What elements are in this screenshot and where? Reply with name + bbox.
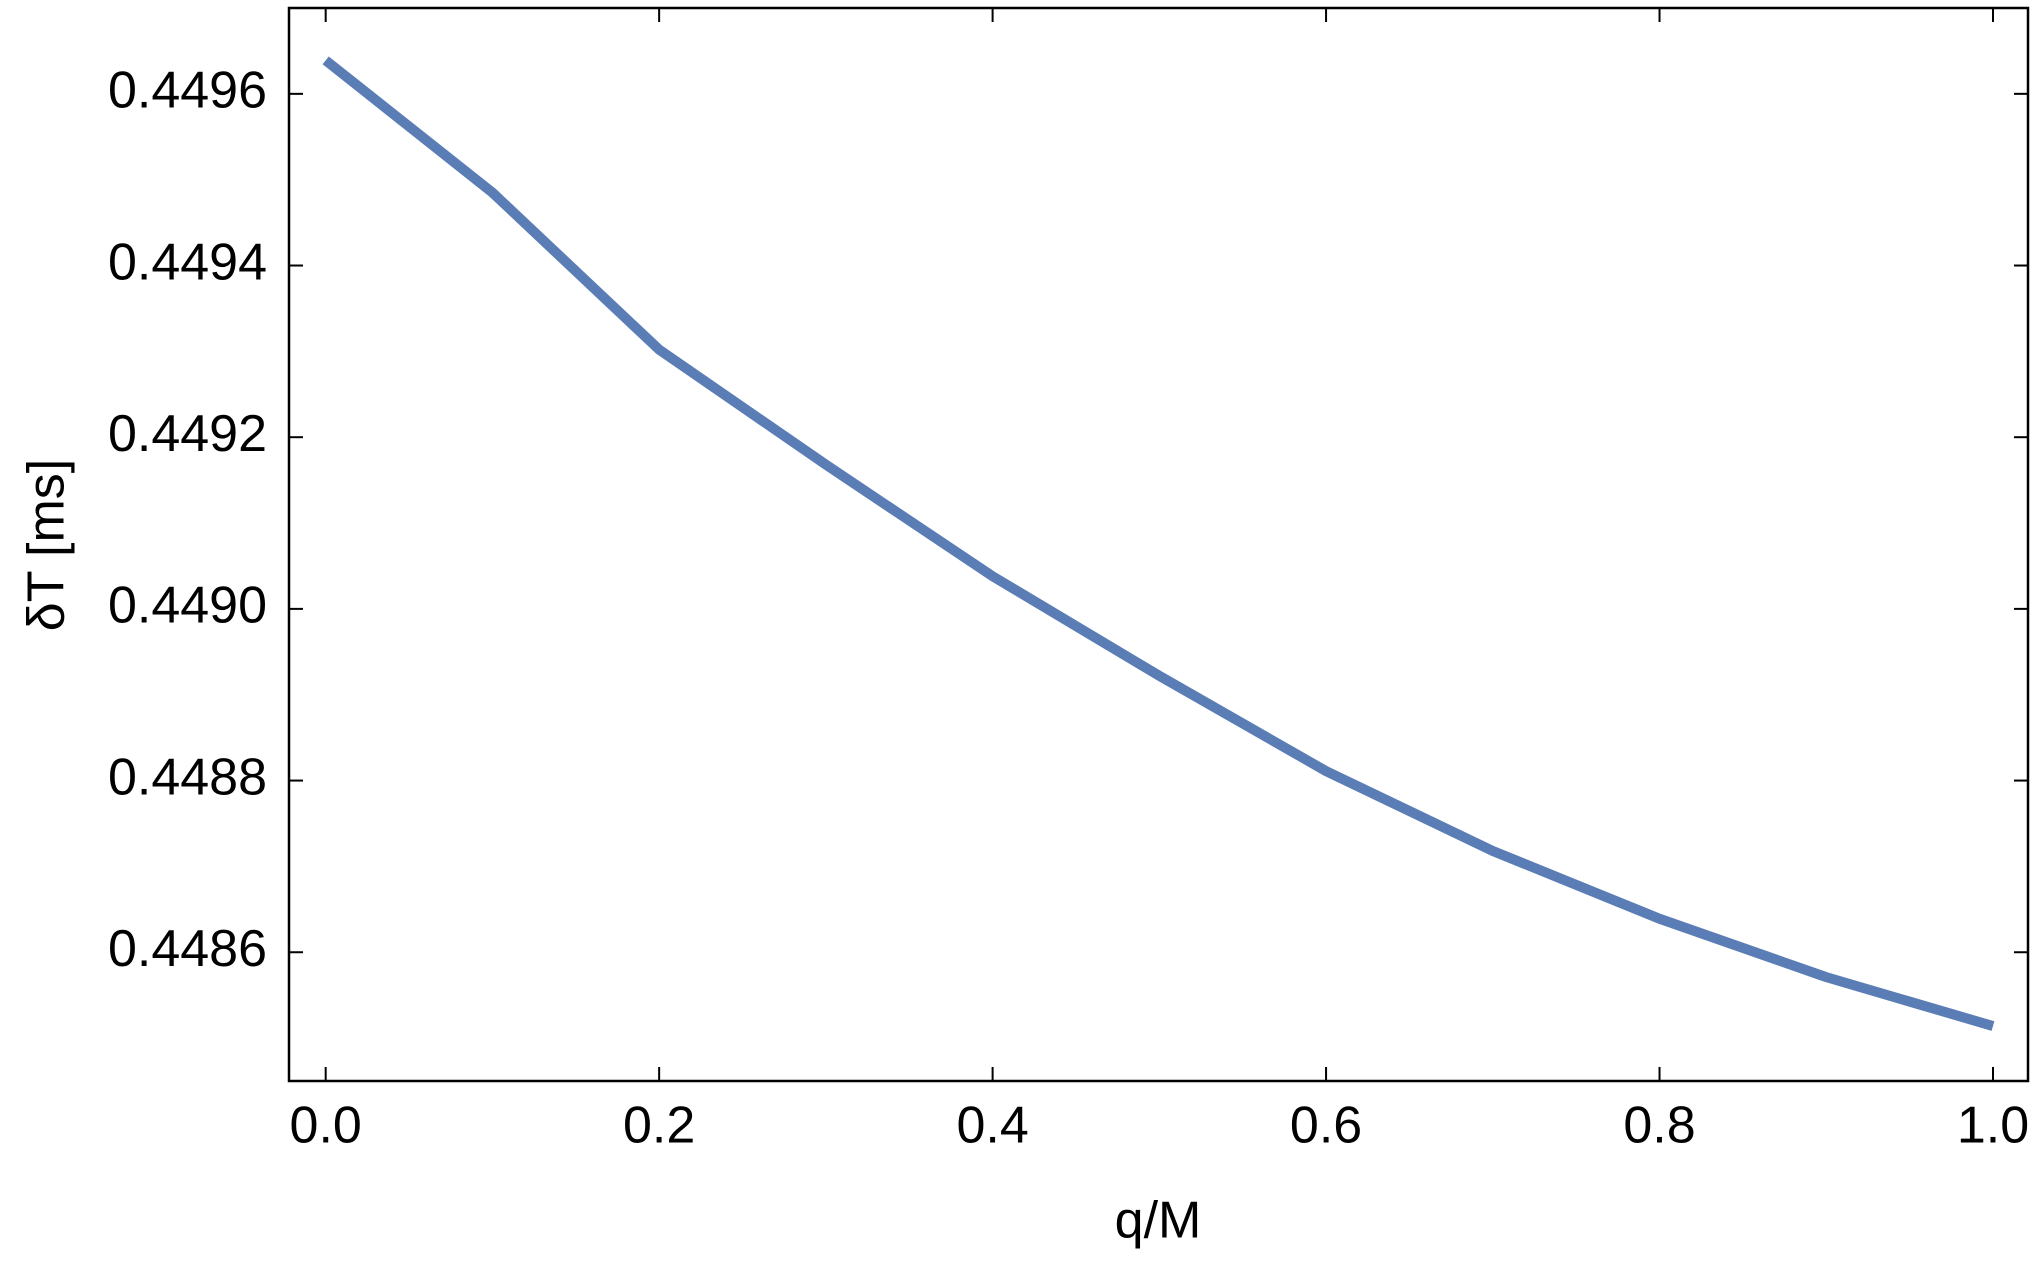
x-tick-label: 0.4 xyxy=(956,1097,1028,1155)
y-tick-label: 0.4490 xyxy=(108,577,267,635)
y-tick-label: 0.4496 xyxy=(108,62,267,120)
y-tick-label: 0.4488 xyxy=(108,748,267,806)
x-tick-label: 0.0 xyxy=(290,1097,362,1155)
plot-frame xyxy=(287,6,2030,1083)
x-tick-label: 1.0 xyxy=(1957,1097,2029,1155)
y-axis-label: δT [ms] xyxy=(18,459,76,631)
x-tick-label: 0.2 xyxy=(623,1097,695,1155)
x-tick-label: 0.8 xyxy=(1623,1097,1695,1155)
y-tick-label: 0.4492 xyxy=(108,405,267,463)
x-tick-label: 0.6 xyxy=(1290,1097,1362,1155)
y-tick-label: 0.4494 xyxy=(108,233,267,291)
y-tick-label: 0.4486 xyxy=(108,920,267,978)
x-axis-label: q/M xyxy=(1115,1192,1202,1250)
data-line xyxy=(322,56,1995,1031)
